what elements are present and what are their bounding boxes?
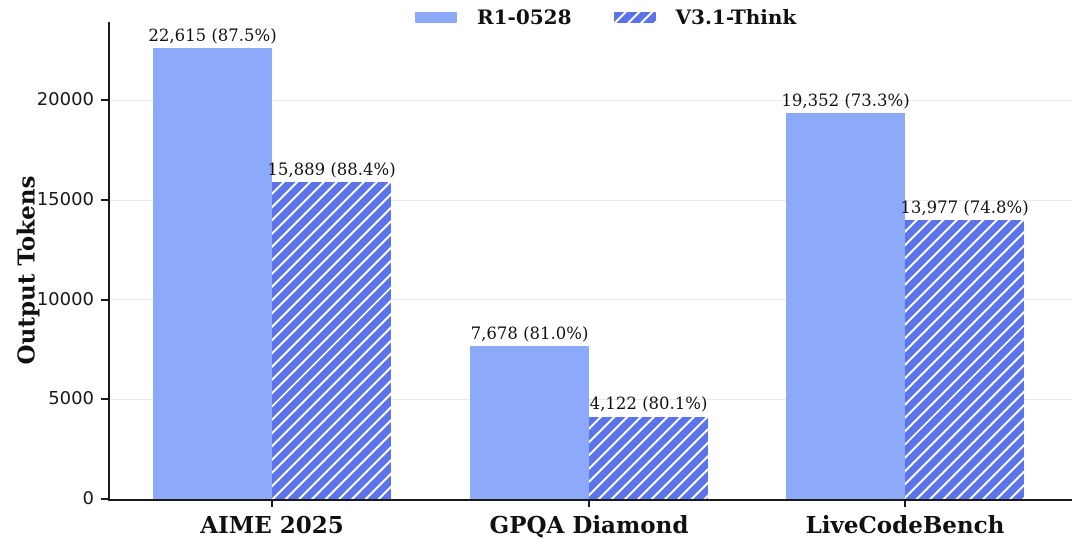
- bar-r1-0528-lcb: 19,352 (73.3%): [781, 92, 910, 499]
- bar-group-aime-2025: 22,615 (87.5%) 15,889 (88.4%): [148, 23, 396, 499]
- bar-value-label: 15,889 (88.4%): [267, 159, 396, 179]
- gridline: [110, 299, 1072, 301]
- category-label-gpqa-diamond: GPQA Diamond: [489, 512, 689, 539]
- legend-swatch-hatched: [613, 11, 656, 23]
- x-axis-line: [108, 499, 1072, 501]
- category-label-aime-2025: AIME 2025: [200, 512, 344, 539]
- bar-v31-think-aime: 15,889 (88.4%): [267, 161, 396, 499]
- y-tick: [101, 498, 108, 500]
- bar-v31-think-lcb: 13,977 (74.8%): [900, 199, 1029, 499]
- legend-item-v31-think: V3.1-Think: [613, 5, 797, 29]
- y-tick: [101, 298, 108, 301]
- x-tick: [588, 501, 590, 507]
- y-tick-label: 15000: [36, 189, 94, 210]
- y-tick: [101, 99, 108, 102]
- y-axis-line: [108, 22, 110, 501]
- y-tick-label: 20000: [36, 89, 94, 111]
- bar-group-gpqa-diamond: 7,678 (81.0%) 4,122 (80.1%): [470, 23, 708, 499]
- y-tick-label: 5000: [48, 388, 94, 410]
- gridline: [110, 398, 1072, 400]
- bar-r1-0528-gpqa: 7,678 (81.0%): [470, 325, 589, 499]
- y-tick-label: 0: [82, 488, 94, 509]
- bar-value-label: 4,122 (80.1%): [589, 394, 708, 414]
- bar-value-label: 22,615 (87.5%): [148, 25, 277, 45]
- plot-area: 0 5000 10000 15000 20000 AIME 2025 GPQA …: [37, 23, 1072, 539]
- y-tick: [101, 199, 108, 201]
- bar-v31-think-gpqa: 4,122 (80.1%): [589, 396, 708, 499]
- legend-swatch-solid: [415, 11, 457, 23]
- x-tick: [904, 501, 906, 507]
- bar-group-livecodebench: 19,352 (73.3%) 13,977 (74.8%): [781, 23, 1029, 499]
- chart-legend: R1-0528 V3.1-Think: [415, 0, 796, 34]
- y-tick-label: 10000: [36, 288, 94, 310]
- legend-item-r1-0528: R1-0528: [415, 5, 572, 29]
- bar-r1-0528-aime: 22,615 (87.5%): [148, 27, 277, 499]
- x-tick: [271, 501, 273, 507]
- bar-value-label: 7,678 (81.0%): [470, 323, 589, 343]
- bar-value-label: 13,977 (74.8%): [900, 197, 1029, 217]
- legend-label-v31-think: V3.1-Think: [675, 5, 797, 29]
- gridline: [110, 199, 1072, 201]
- category-label-livecodebench: LiveCodeBench: [805, 512, 1005, 539]
- bar-value-label: 19,352 (73.3%): [781, 90, 910, 110]
- gridline: [110, 99, 1072, 101]
- legend-label-r1-0528: R1-0528: [477, 5, 572, 29]
- y-tick: [101, 398, 108, 401]
